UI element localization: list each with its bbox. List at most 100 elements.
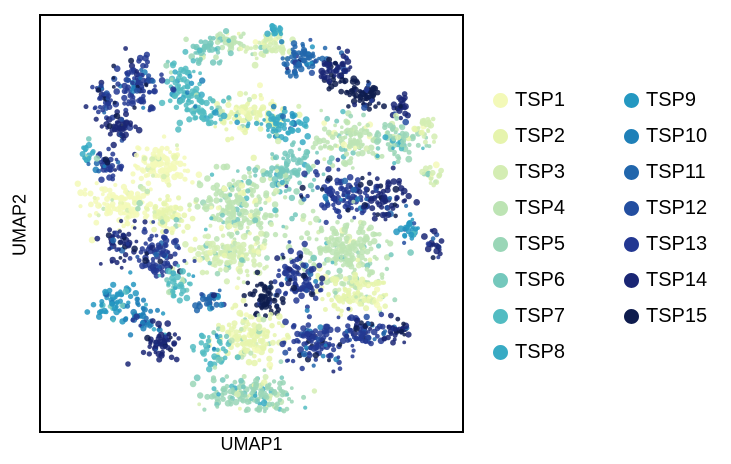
scatter-point [228, 120, 233, 125]
scatter-point [283, 61, 290, 68]
scatter-point [251, 61, 259, 69]
scatter-point [320, 353, 326, 359]
scatter-point [289, 259, 294, 265]
scatter-point [268, 366, 273, 370]
scatter-point [181, 212, 188, 219]
scatter-point [127, 195, 132, 200]
scatter-point [183, 294, 191, 302]
scatter-point [343, 148, 348, 153]
scatter-point [155, 307, 160, 313]
scatter-point [278, 281, 284, 287]
scatter-point [301, 350, 308, 358]
legend-marker [493, 344, 508, 360]
scatter-point [114, 206, 121, 213]
scatter-point [332, 228, 339, 235]
scatter-point [323, 196, 329, 202]
scatter-point [405, 192, 412, 200]
scatter-point [421, 134, 426, 139]
scatter-point [266, 128, 270, 133]
scatter-point [93, 155, 101, 162]
scatter-point [288, 277, 293, 282]
scatter-point [136, 199, 143, 207]
scatter-point [245, 257, 250, 262]
scatter-point [130, 281, 137, 288]
scatter-point [356, 289, 361, 294]
scatter-point [177, 205, 184, 212]
scatter-point [170, 160, 178, 167]
scatter-point [228, 43, 234, 49]
scatter-point [301, 240, 308, 248]
scatter-point [291, 338, 297, 345]
legend-item: TSP13 [624, 226, 707, 262]
scatter-point [239, 354, 245, 360]
scatter-point [234, 285, 240, 291]
scatter-point [281, 108, 288, 115]
y-axis-label: UMAP2 [9, 193, 30, 257]
scatter-point [135, 254, 140, 259]
scatter-point [292, 44, 298, 50]
scatter-point [272, 30, 279, 37]
scatter-point [383, 217, 388, 222]
scatter-point [238, 34, 244, 40]
scatter-point [107, 131, 113, 137]
scatter-point [176, 263, 181, 268]
scatter-point [315, 342, 319, 347]
scatter-point [204, 393, 211, 400]
scatter-point [255, 283, 259, 288]
scatter-point [254, 269, 261, 276]
scatter-point [308, 259, 312, 264]
scatter-point [220, 346, 226, 352]
scatter-point [86, 155, 92, 161]
scatter-point [95, 87, 102, 93]
scatter-point [261, 44, 267, 50]
scatter-point [257, 298, 261, 303]
scatter-point [287, 397, 291, 401]
scatter-point [161, 200, 168, 207]
scatter-point [110, 198, 114, 202]
scatter-point [259, 300, 265, 306]
scatter-point [431, 133, 438, 140]
scatter-point [243, 312, 249, 318]
scatter-point [371, 195, 378, 202]
scatter-point [354, 295, 358, 299]
scatter-point [292, 212, 298, 218]
scatter-point [334, 118, 340, 124]
scatter-point [274, 213, 279, 218]
scatter-point [264, 383, 271, 390]
scatter-point [118, 289, 123, 294]
scatter-point [190, 110, 197, 117]
scatter-point [282, 172, 289, 179]
scatter-point [253, 173, 258, 178]
scatter-point [145, 180, 152, 187]
scatter-point [307, 351, 312, 356]
scatter-point [166, 280, 171, 285]
scatter-point [114, 247, 120, 253]
scatter-point [394, 116, 400, 121]
scatter-point [303, 148, 310, 156]
legend-marker [493, 236, 508, 252]
scatter-point [129, 123, 133, 127]
scatter-point [261, 172, 266, 178]
scatter-point [339, 296, 345, 302]
scatter-point [274, 292, 280, 298]
scatter-point [162, 242, 169, 249]
legend-item: TSP4 [493, 190, 565, 226]
scatter-point [223, 193, 228, 199]
scatter-point [173, 104, 180, 111]
scatter-point [192, 236, 198, 242]
scatter-point [360, 204, 366, 210]
scatter-point [117, 195, 125, 202]
scatter-point [355, 262, 362, 269]
scatter-point [110, 176, 115, 182]
scatter-point [175, 147, 180, 152]
scatter-point [322, 45, 328, 51]
scatter-point [367, 269, 374, 276]
scatter-point [366, 283, 371, 288]
scatter-point [318, 74, 324, 80]
legend-label: TSP6 [515, 268, 566, 291]
scatter-point [152, 213, 157, 218]
scatter-point [156, 327, 161, 332]
scatter-point [396, 94, 403, 101]
scatter-point [208, 43, 213, 48]
scatter-point [400, 138, 406, 145]
